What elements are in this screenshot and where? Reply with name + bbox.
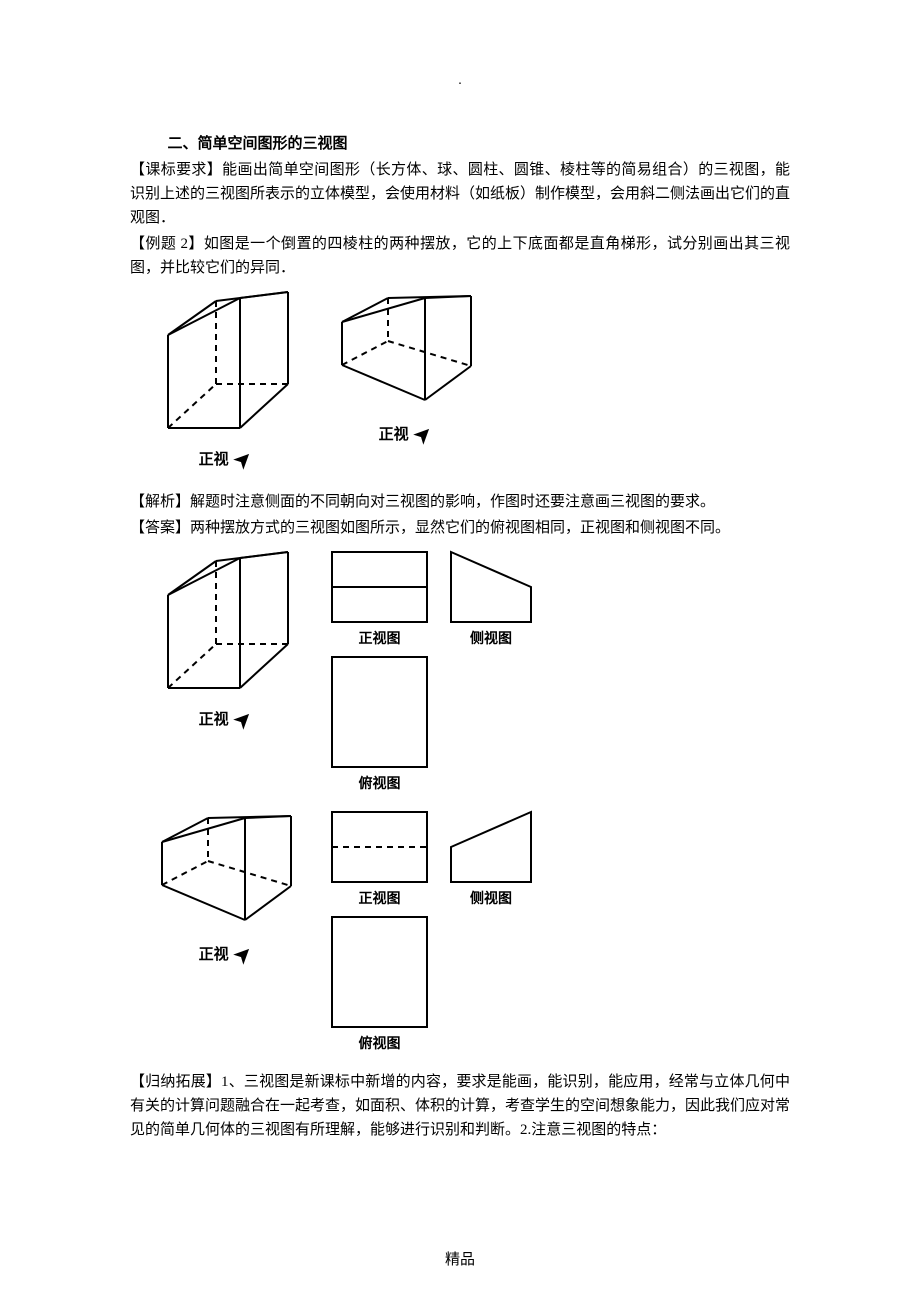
arrow-icon: ➤: [226, 703, 260, 737]
prism-b-cell: 正视 ➤: [330, 290, 480, 451]
ans2-side-col: 侧视图: [449, 810, 533, 911]
ans1-top-svg: [330, 655, 429, 769]
jiexi-para: 【解析】解题时注意侧面的不同朝向对三视图的影响，作图时还要注意画三视图的要求。: [130, 490, 790, 514]
page: . 二、简单空间图形的三视图 【课标要求】能画出简单空间图形（长方体、球、圆柱、…: [0, 0, 920, 1302]
example-para: 【例题 2】如图是一个倒置的四棱柱的两种摆放，它的上下底面都是直角梯形，试分别画…: [130, 232, 790, 280]
daan-text: 两种摆放方式的三视图如图所示，显然它们的俯视图相同，正视图和侧视图不同。: [190, 520, 730, 536]
kebiao-para: 【课标要求】能画出简单空间图形（长方体、球、圆柱、圆锥、棱柱等的简易组合）的三视…: [130, 158, 790, 230]
prism-a-svg: [150, 290, 300, 440]
guina-text: 1、三视图是新课标中新增的内容，要求是能画，能识别，能应用，经常与立体几何中有关…: [130, 1074, 790, 1138]
figure-row-prisms: 正视 ➤ 正视 ➤: [150, 290, 790, 476]
arrow-icon: ➤: [226, 443, 260, 477]
ans2-top-svg: [330, 915, 429, 1029]
ans2-views-col: 正视图 俯视图: [330, 810, 429, 1056]
ans1-side-label: 侧视图: [470, 629, 512, 651]
ans1-views-col: 正视图 俯视图: [330, 550, 429, 796]
prism-b-svg: [330, 290, 480, 415]
ans1-front-svg: [330, 550, 429, 624]
example-label: 【例题 2】: [130, 236, 204, 252]
prism-a-caption: 正视: [199, 448, 229, 472]
ans2-top-label: 俯视图: [359, 1034, 401, 1056]
ans1-views: 正视图 俯视图 侧视图: [330, 550, 533, 796]
ans2-prism-svg: [150, 810, 300, 935]
kebiao-text: 能画出简单空间图形（长方体、球、圆柱、圆锥、棱柱等的简易组合）的三视图，能识别上…: [130, 162, 790, 226]
ans1-prism-caption: 正视: [199, 708, 229, 732]
prism-b-caption-row: 正视 ➤: [379, 419, 432, 451]
answer-row-2: 正视 ➤ 正视图 俯视图 侧视图: [150, 810, 790, 1056]
ans2-side-label: 侧视图: [470, 889, 512, 911]
daan-label: 【答案】: [130, 520, 190, 536]
ans1-side-svg: [449, 550, 533, 624]
prism-b-caption: 正视: [379, 423, 409, 447]
arrow-icon: ➤: [406, 418, 440, 452]
ans1-prism-cell: 正视 ➤: [150, 550, 300, 736]
ans2-prism-caption-row: 正视 ➤: [199, 939, 252, 971]
footer: 精品: [0, 1248, 920, 1272]
ans1-prism-caption-row: 正视 ➤: [199, 704, 252, 736]
kebiao-label: 【课标要求】: [130, 162, 222, 178]
ans2-front-svg: [330, 810, 429, 884]
section-title: 二、简单空间图形的三视图: [130, 132, 790, 156]
ans2-prism-caption: 正视: [199, 943, 229, 967]
ans1-prism-svg: [150, 550, 300, 700]
answer-row-1: 正视 ➤ 正视图 俯视图 侧视图: [150, 550, 790, 796]
example-text: 如图是一个倒置的四棱柱的两种摆放，它的上下底面都是直角梯形，试分别画出其三视图，…: [130, 236, 790, 276]
guina-para: 【归纳拓展】1、三视图是新课标中新增的内容，要求是能画，能识别，能应用，经常与立…: [130, 1070, 790, 1142]
ans1-top-label: 俯视图: [359, 774, 401, 796]
ans1-front-label: 正视图: [359, 629, 401, 651]
jiexi-label: 【解析】: [130, 494, 190, 510]
header-dot: .: [130, 70, 790, 92]
ans2-side-svg: [449, 810, 533, 884]
daan-para: 【答案】两种摆放方式的三视图如图所示，显然它们的俯视图相同，正视图和侧视图不同。: [130, 516, 790, 540]
arrow-icon: ➤: [226, 938, 260, 972]
ans1-side-col: 侧视图: [449, 550, 533, 651]
jiexi-text: 解题时注意侧面的不同朝向对三视图的影响，作图时还要注意画三视图的要求。: [190, 494, 715, 510]
ans2-views: 正视图 俯视图 侧视图: [330, 810, 533, 1056]
prism-a-cell: 正视 ➤: [150, 290, 300, 476]
prism-a-caption-row: 正视 ➤: [199, 444, 252, 476]
ans2-prism-cell: 正视 ➤: [150, 810, 300, 971]
ans2-front-label: 正视图: [359, 889, 401, 911]
guina-label: 【归纳拓展】: [130, 1074, 221, 1090]
